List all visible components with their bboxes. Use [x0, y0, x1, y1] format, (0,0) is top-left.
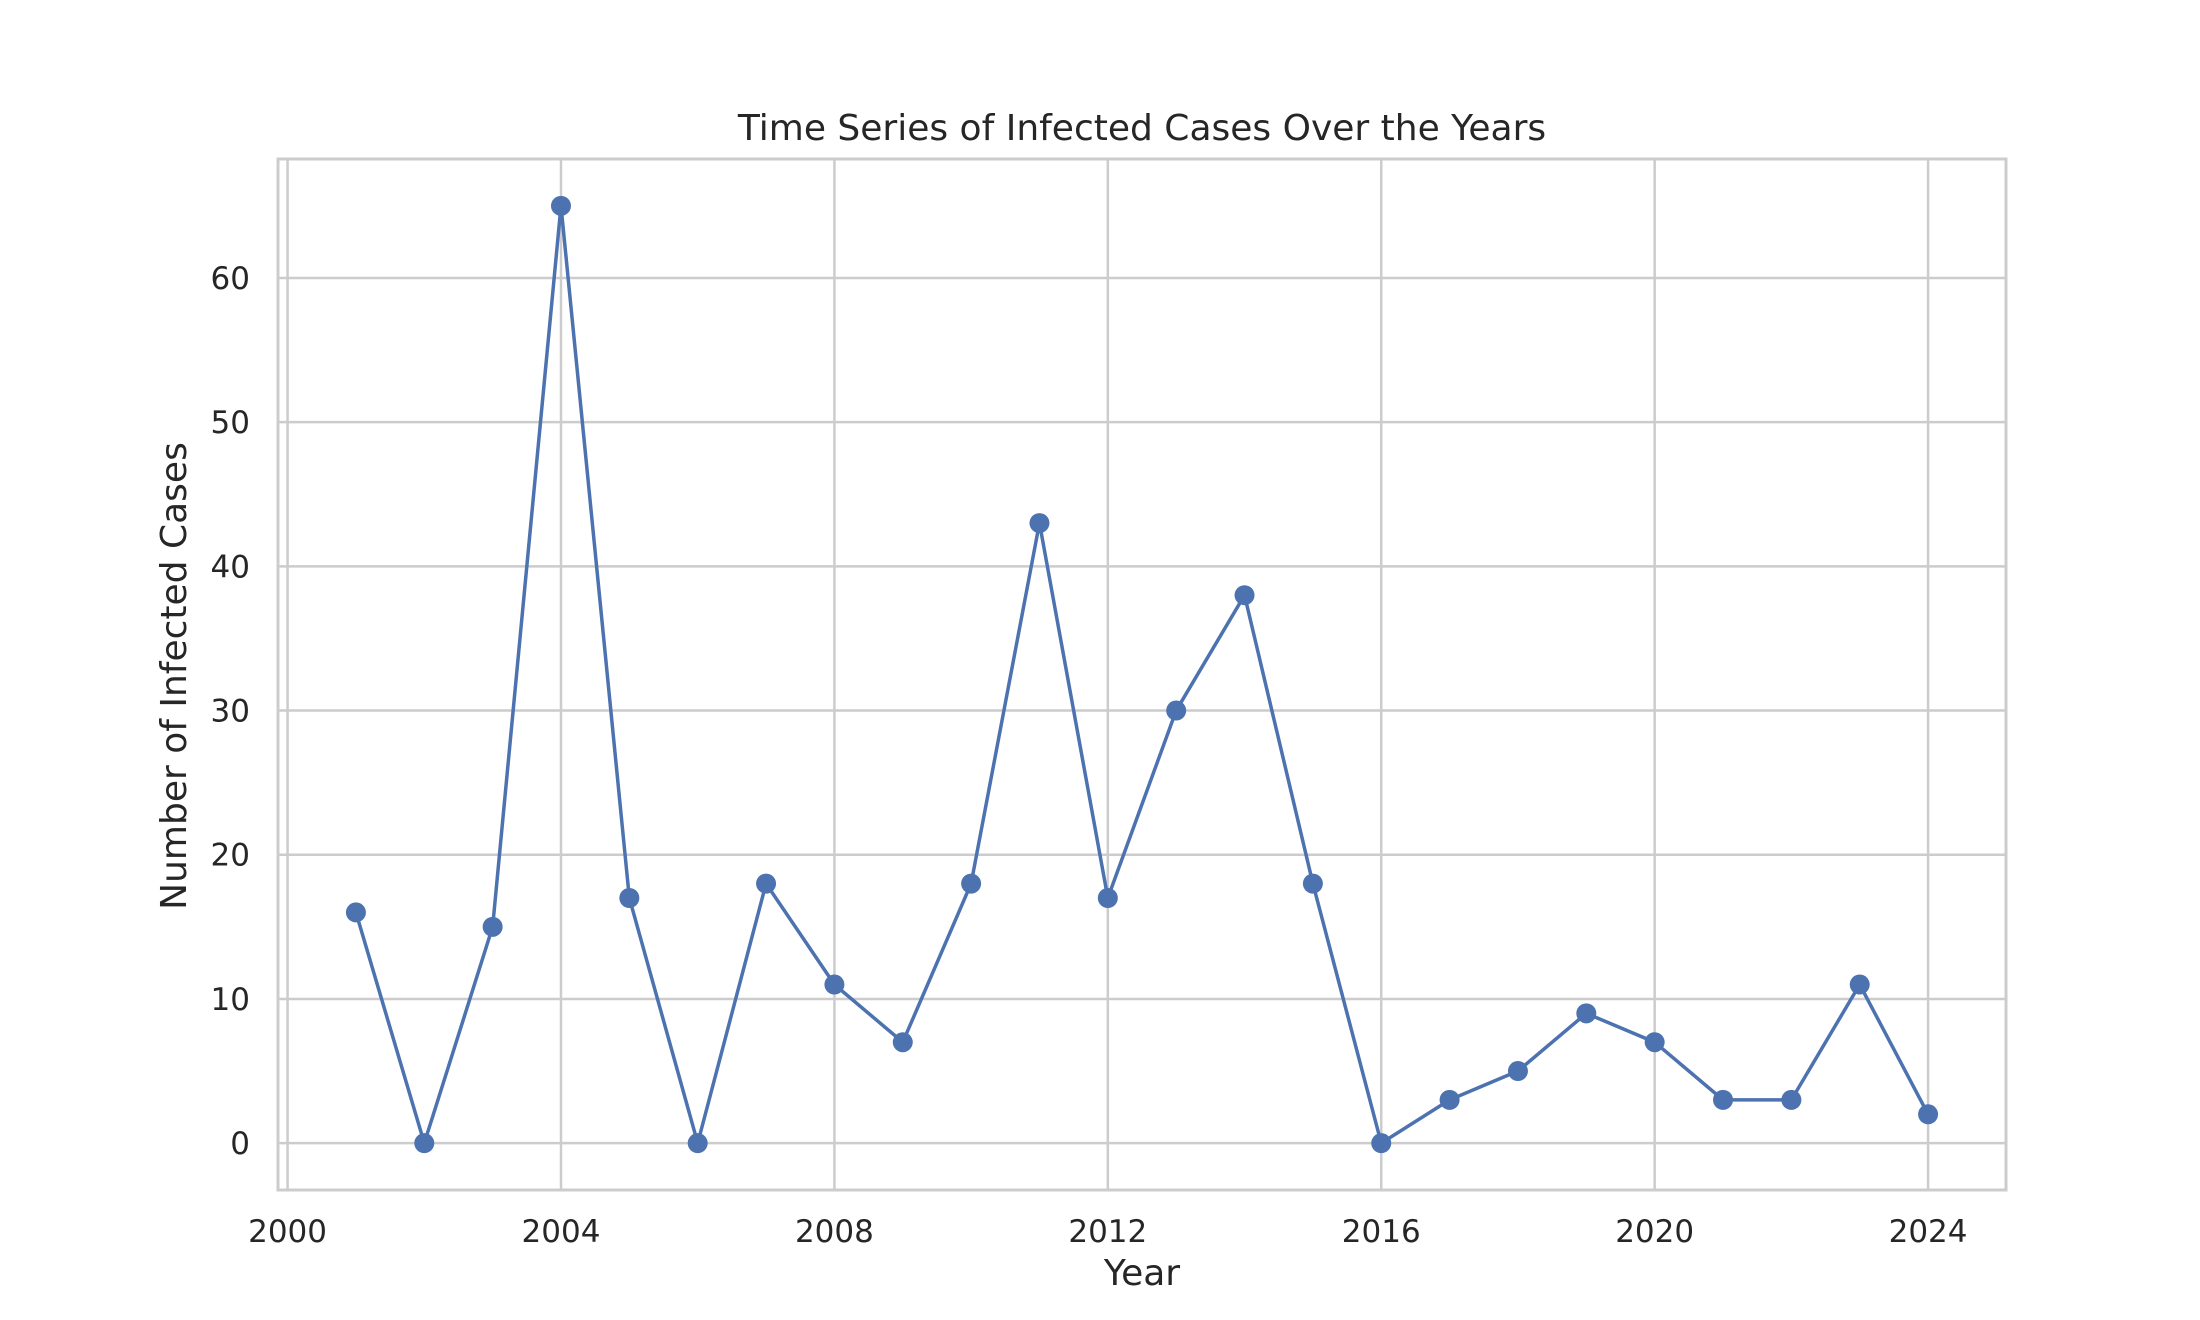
- x-tick-label-2012: 2012: [1068, 1214, 1147, 1250]
- x-tick-label-2004: 2004: [522, 1214, 601, 1250]
- data-point-2015: [1302, 873, 1323, 894]
- data-point-2014: [1234, 585, 1255, 606]
- x-axis-label: Year: [1103, 1253, 1180, 1294]
- data-point-2005: [619, 888, 640, 909]
- data-point-2020: [1644, 1032, 1665, 1053]
- series-layer: [345, 195, 1939, 1154]
- data-point-2022: [1781, 1089, 1802, 1110]
- data-point-2009: [892, 1032, 913, 1053]
- data-point-2006: [687, 1133, 708, 1154]
- data-point-2024: [1918, 1104, 1939, 1125]
- data-point-2013: [1166, 700, 1187, 721]
- data-point-2012: [1097, 888, 1118, 909]
- data-point-2004: [550, 195, 571, 216]
- data-point-2007: [756, 873, 777, 894]
- tick-labels: 2000 2004 2008 2012 2016 2020 2024 0 10 20 30 40 50 6…: [211, 261, 1968, 1250]
- x-tick-label-2008: 2008: [795, 1214, 874, 1250]
- plot-frame: [276, 157, 2008, 1192]
- y-tick-label-60: 60: [211, 261, 250, 297]
- y-tick-label-40: 40: [211, 549, 250, 585]
- y-tick-label-30: 30: [211, 694, 250, 730]
- data-point-2010: [961, 873, 982, 894]
- chart-title: Time Series of Infected Cases Over the Y…: [737, 108, 1546, 149]
- y-tick-label-0: 0: [230, 1126, 250, 1162]
- y-axis-label: Number of Infected Cases: [154, 442, 195, 910]
- x-tick-label-2016: 2016: [1342, 1214, 1421, 1250]
- x-tick-label-2020: 2020: [1615, 1214, 1694, 1250]
- series-line-0: [354, 204, 1930, 1145]
- data-point-2011: [1029, 513, 1050, 534]
- data-point-2017: [1439, 1089, 1460, 1110]
- data-point-2021: [1713, 1089, 1734, 1110]
- data-point-2003: [482, 916, 503, 937]
- data-point-2008: [824, 974, 845, 995]
- y-tick-label-20: 20: [211, 838, 250, 874]
- data-point-2018: [1507, 1061, 1528, 1082]
- x-tick-label-2000: 2000: [248, 1214, 327, 1250]
- y-tick-label-10: 10: [211, 982, 250, 1018]
- data-point-2001: [345, 902, 366, 923]
- grid: [278, 159, 2006, 1190]
- x-tick-label-2024: 2024: [1889, 1214, 1968, 1250]
- data-point-2023: [1849, 974, 1870, 995]
- y-tick-label-50: 50: [211, 405, 250, 441]
- data-point-2019: [1576, 1003, 1597, 1024]
- data-point-2016: [1371, 1133, 1392, 1154]
- data-point-2002: [414, 1133, 435, 1154]
